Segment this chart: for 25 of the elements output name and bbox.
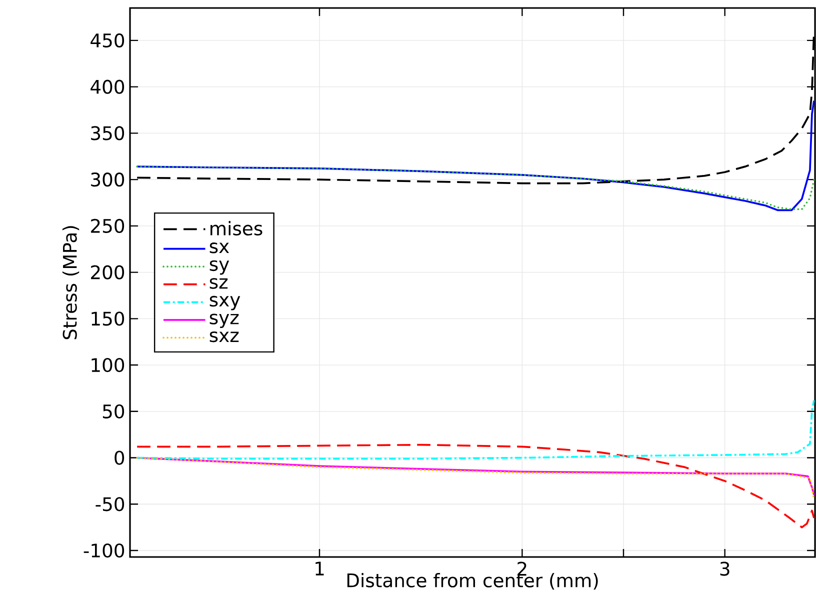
legend-label: mises	[210, 221, 262, 236]
y-tick-label: 100	[92, 358, 124, 372]
y-tick-label: 350	[91, 126, 124, 140]
legend-label: sx	[210, 242, 230, 254]
y-tick-label: -50	[96, 497, 124, 512]
legend-label: sxz	[210, 331, 239, 342]
y-tick-label: 250	[91, 218, 124, 233]
line-series	[136, 166, 815, 210]
legend-label: sz	[210, 278, 228, 289]
y-tick-label: -100	[84, 543, 124, 558]
y-tick-label: 450	[90, 33, 124, 48]
x-tick-label: 3	[720, 562, 730, 576]
y-tick-label: 300	[91, 172, 124, 187]
legend-label: syz	[210, 314, 239, 328]
y-tick-label: 50	[102, 404, 124, 418]
legend-label: sxy	[210, 296, 240, 310]
line-series	[136, 444, 815, 528]
y-tick-label: 0	[114, 450, 124, 465]
y-tick-label: 400	[90, 80, 124, 94]
y-tick-label: 200	[91, 265, 124, 280]
y-tick-label: 150	[92, 312, 124, 326]
y-axis-title: Stress (MPa)	[62, 226, 80, 340]
legend-label: sy	[210, 260, 230, 275]
x-tick-label: 1	[316, 562, 324, 576]
line-series	[136, 100, 815, 212]
